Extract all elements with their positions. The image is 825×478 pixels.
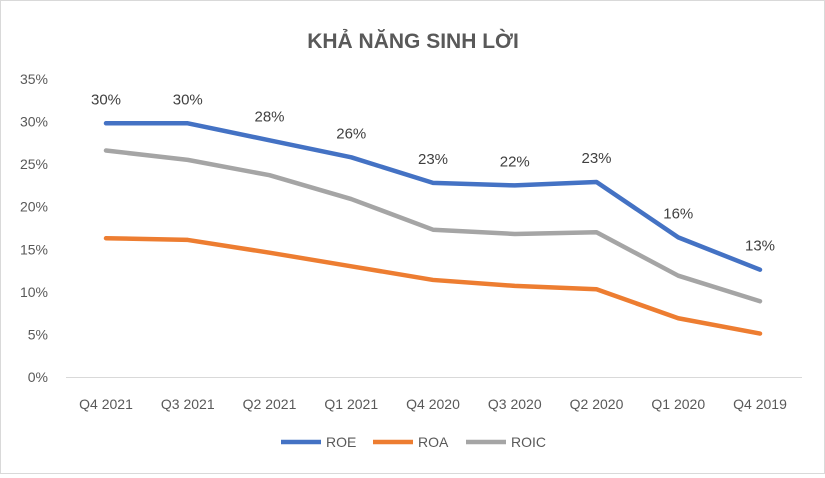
x-tick-label: Q2 2020 [570,396,624,412]
data-label: 13% [745,238,775,255]
x-tick-label: Q4 2021 [79,396,133,412]
data-label: 30% [173,91,203,108]
legend-label-roic: ROIC [511,434,546,450]
data-label: 26% [336,125,366,142]
y-tick-label: 5% [28,326,48,342]
x-tick-label: Q3 2021 [161,396,215,412]
data-label: 30% [91,91,121,108]
x-tick-label: Q3 2020 [488,396,542,412]
y-tick-label: 15% [20,241,48,257]
data-label: 28% [254,108,284,125]
series-line-roa [106,238,760,333]
y-tick-label: 20% [20,199,48,215]
x-tick-label: Q4 2019 [733,396,787,412]
x-tick-label: Q4 2020 [406,396,460,412]
y-tick-label: 30% [20,114,48,130]
y-tick-label: 35% [20,71,48,87]
y-tick-label: 0% [28,369,48,385]
plot-area: 30% 30% 28% 26% 23% 22% 23% 16% 13% [91,91,775,333]
x-tick-label: Q2 2021 [243,396,297,412]
y-tick-label: 10% [20,284,48,300]
x-tick-label: Q1 2020 [651,396,705,412]
data-label: 16% [663,205,693,222]
legend-label-roe: ROE [326,434,356,450]
y-axis: 0% 5% 10% 15% 20% 25% 30% 35% [20,71,48,385]
x-tick-label: Q1 2021 [324,396,378,412]
chart-title: KHẢ NĂNG SINH LỜI [307,29,519,53]
data-label: 23% [581,150,611,167]
x-axis: Q4 2021 Q3 2021 Q2 2021 Q1 2021 Q4 2020 Q3 20… [66,378,802,413]
legend: ROE ROA ROIC [281,434,546,450]
legend-label-roa: ROA [418,434,449,450]
y-tick-label: 25% [20,156,48,172]
series-line-roe [106,123,760,269]
data-label: 23% [418,151,448,168]
data-label: 22% [500,153,530,170]
